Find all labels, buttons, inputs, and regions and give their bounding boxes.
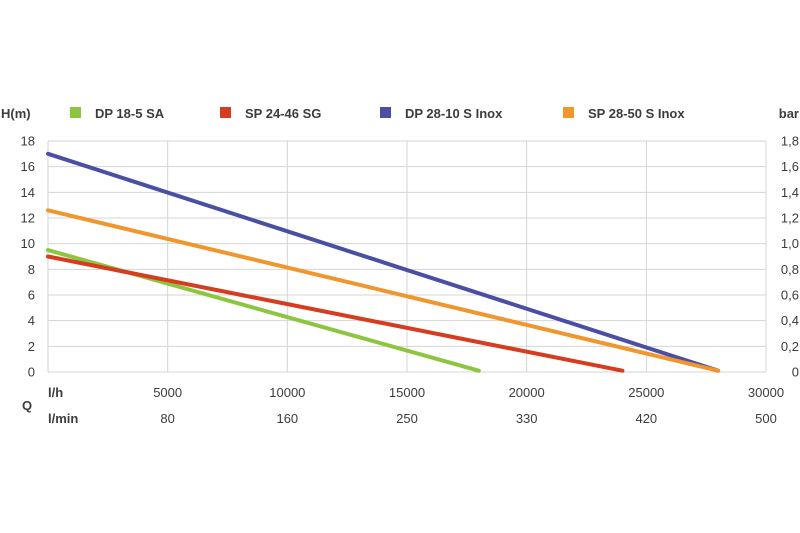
y-axis-title-right: bar [779, 106, 799, 121]
x-tick-label-lmin: 160 [276, 411, 298, 426]
legend: DP 18-5 SA SP 24-46 SG DP 28-10 S Inox SP 2… [70, 106, 685, 121]
y-tick-label-right: 0,6 [781, 288, 799, 303]
x-tick-label-lh: 30000 [748, 385, 784, 400]
x-tick-label-lmin: 420 [635, 411, 657, 426]
q-label: Q [22, 398, 32, 413]
y-tick-label-left: 16 [21, 159, 35, 174]
y-tick-label-left: 12 [21, 211, 35, 226]
y-tick-label-right: 1,8 [781, 134, 799, 149]
legend-label: SP 24-46 SG [245, 106, 321, 121]
series-line-2 [46, 254, 625, 373]
y-tick-label-right: 0,4 [781, 313, 799, 328]
axes: 0 2 4 6 8 10 12 14 16 18 0 0,2 0,4 0,6 0,8 1,0 1,2 1,4 1,6… [1, 106, 799, 426]
y-axis-title-left: H(m) [1, 106, 31, 121]
y-tick-label-left: 8 [28, 262, 35, 277]
series-lines [46, 151, 721, 373]
legend-label: DP 28-10 S Inox [405, 106, 503, 121]
series-line-3 [46, 151, 721, 373]
y-tick-label-right: 1,4 [781, 185, 799, 200]
legend-swatch [70, 107, 81, 118]
x-tick-label-lh: 20000 [509, 385, 545, 400]
y-tick-label-left: 18 [21, 134, 35, 149]
y-tick-label-right: 0,2 [781, 339, 799, 354]
x-tick-label-lmin: 250 [396, 411, 418, 426]
grid [47, 140, 767, 373]
x-tick-label-lmin: 80 [160, 411, 174, 426]
y-tick-label-right: 0 [792, 365, 799, 380]
y-tick-label-right: 1,2 [781, 211, 799, 226]
x-tick-label-lmin: 330 [516, 411, 538, 426]
legend-swatch [220, 107, 231, 118]
x-tick-label-lh: 5000 [153, 385, 182, 400]
y-tick-label-right: 1,6 [781, 159, 799, 174]
x-tick-label-lh: 15000 [389, 385, 425, 400]
x-tick-label-lmin: 500 [755, 411, 777, 426]
y-tick-label-left: 4 [28, 313, 35, 328]
legend-label: SP 28-50 S Inox [588, 106, 685, 121]
legend-swatch [563, 107, 574, 118]
x-tick-label-lh: 25000 [628, 385, 664, 400]
legend-label: DP 18-5 SA [95, 106, 165, 121]
y-tick-label-right: 0,8 [781, 262, 799, 277]
x-unit-lh: l/h [48, 385, 63, 400]
x-tick-label-lh: 10000 [269, 385, 305, 400]
series-line-4 [46, 208, 721, 373]
y-tick-label-left: 2 [28, 339, 35, 354]
y-tick-label-left: 6 [28, 288, 35, 303]
y-tick-label-left: 14 [21, 185, 35, 200]
y-tick-label-left: 0 [28, 365, 35, 380]
legend-swatch [380, 107, 391, 118]
x-unit-lmin: l/min [48, 411, 78, 426]
y-tick-label-right: 1,0 [781, 236, 799, 251]
y-tick-label-left: 10 [21, 236, 35, 251]
